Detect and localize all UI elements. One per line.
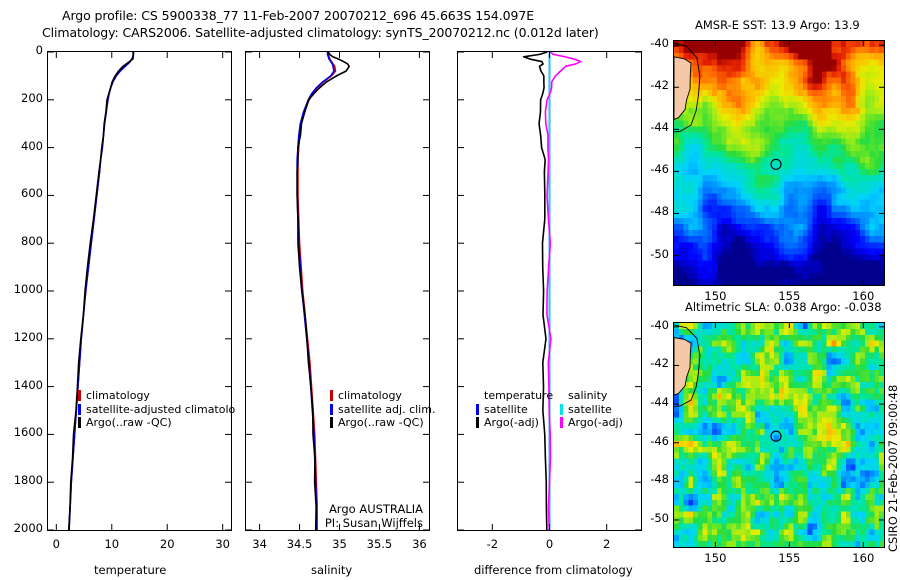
axis-tick-label: -46: [650, 433, 669, 448]
sla-map-panel: [673, 322, 885, 548]
axis-tick-label: -40: [650, 317, 669, 332]
axis-tick-label: -50: [650, 510, 669, 525]
axis-tick-label: -2: [486, 537, 499, 551]
legend-heading-row: salinity: [560, 389, 623, 403]
legend-item: satellite: [560, 403, 623, 417]
axis-tick-label: 30: [215, 537, 230, 551]
axis-tick-label: -42: [650, 356, 669, 371]
swatch-salinity-satellite: [560, 403, 563, 415]
legend-item: satellite: [476, 403, 553, 417]
axis-tick-label: -50: [650, 246, 669, 261]
xaxis-label-salinity: salinity: [311, 563, 353, 577]
legend-item: satellite-adjusted climatolo: [78, 403, 235, 417]
swatch-argo: [78, 417, 81, 429]
axis-tick-label: 1000: [13, 282, 43, 296]
axis-tick-label: 1400: [13, 377, 43, 392]
swatch-temperature-argo: [476, 417, 479, 429]
axis-tick-label: 0: [52, 537, 60, 551]
swatch-spacer: [476, 390, 479, 401]
credit-line2: PI: Susan Wijffels: [324, 515, 423, 530]
legend-label: Argo(-adj): [568, 416, 623, 429]
salinity-panel: [245, 51, 430, 531]
axis-tick-label: 150: [704, 289, 727, 303]
legend-difference-temperature: temperature satellite Argo(-adj): [476, 389, 553, 430]
legend-item: Argo(-adj): [476, 416, 553, 430]
axis-tick-label: -48: [650, 204, 669, 219]
axis-tick-label: 600: [21, 186, 43, 201]
axis-tick-label: 1600: [13, 425, 43, 440]
axis-tick-label: -44: [650, 120, 669, 135]
axis-tick-label: 160: [852, 551, 875, 565]
argo-credit: Argo AUSTRALIA PI: Susan Wijffels: [283, 502, 423, 530]
legend-salinity: climatology satellite adj. clim. Argo(..…: [330, 389, 435, 430]
legend-heading: temperature: [484, 389, 554, 402]
axis-tick-label: 35: [332, 537, 347, 551]
axis-tick-label: 35.5: [366, 537, 393, 551]
axis-tick-label: -40: [650, 36, 669, 51]
credit-line1: Argo AUSTRALIA: [328, 502, 423, 516]
axis-tick-label: -42: [650, 78, 669, 93]
axis-tick-label: 0: [545, 537, 554, 551]
difference-panel: [457, 51, 642, 531]
axis-tick-label: 0: [35, 43, 43, 57]
legend-item: Argo(-adj): [560, 416, 623, 430]
swatch-climatology: [78, 390, 81, 402]
legend-label: Argo(-adj): [484, 416, 539, 429]
legend-item: Argo(..raw -QC): [78, 416, 235, 430]
axis-tick-label: 36: [412, 537, 427, 551]
swatch-spacer: [560, 390, 563, 401]
legend-label: satellite: [484, 402, 528, 416]
axis-tick-label: 1800: [13, 473, 43, 488]
swatch-temperature-satellite: [476, 403, 479, 415]
swatch-salinity-argo: [560, 417, 563, 429]
axis-tick-label: 34.5: [286, 537, 313, 551]
axis-tick-label: 200: [21, 90, 43, 105]
axis-tick-label: 20: [159, 537, 175, 551]
legend-temperature: climatology satellite-adjusted climatolo…: [78, 389, 235, 430]
legend-item: Argo(..raw -QC): [330, 416, 435, 430]
legend-label: satellite: [568, 402, 612, 416]
map-title-sla: Altimetric SLA: 0.038 Argo: -0.038: [685, 300, 882, 314]
legend-label: satellite-adjusted climatolo: [86, 402, 236, 416]
swatch-satellite: [330, 403, 333, 415]
axis-tick-label: 2000: [13, 521, 43, 535]
axis-tick-label: 155: [778, 551, 801, 565]
legend-item: satellite adj. clim.: [330, 403, 435, 417]
chart-title-line2: Climatology: CARS2006. Satellite-adjuste…: [42, 25, 599, 40]
axis-tick-label: 1200: [13, 329, 43, 344]
axis-tick-label: 800: [21, 234, 43, 249]
xaxis-label-temperature: temperature: [94, 563, 167, 577]
axis-tick-label: 2: [603, 537, 611, 551]
legend-difference-salinity: salinity satellite Argo(-adj): [560, 389, 623, 430]
swatch-argo: [330, 417, 333, 429]
temperature-panel: [47, 51, 232, 531]
map-title-sst: AMSR-E SST: 13.9 Argo: 13.9: [695, 18, 860, 32]
legend-label: Argo(..raw -QC): [86, 416, 172, 429]
xaxis-label-difference: difference from climatology: [474, 563, 633, 577]
legend-label: climatology: [338, 389, 402, 402]
axis-tick-label: 160: [852, 289, 875, 303]
legend-label: climatology: [86, 389, 150, 402]
axis-tick-label: -46: [650, 162, 669, 177]
legend-item: climatology: [330, 389, 435, 403]
axis-tick-label: 10: [104, 537, 120, 551]
axis-tick-label: -44: [650, 395, 669, 410]
legend-heading: salinity: [568, 389, 608, 402]
axis-tick-label: 155: [778, 289, 801, 303]
axis-tick-label: -48: [650, 472, 669, 487]
axis-tick-label: 400: [21, 138, 43, 153]
legend-label: satellite adj. clim.: [338, 402, 436, 416]
chart-title-line1: Argo profile: CS 5900338_77 11-Feb-2007 …: [62, 8, 535, 23]
swatch-satellite: [78, 403, 81, 415]
legend-heading-row: temperature: [476, 389, 553, 403]
legend-item: climatology: [78, 389, 235, 403]
axis-tick-label: 34: [252, 537, 267, 551]
sst-map-panel: [673, 40, 885, 286]
legend-label: Argo(..raw -QC): [338, 416, 424, 429]
swatch-climatology: [330, 390, 333, 402]
csiro-timestamp: CSIRO 21-Feb-2007 09:00:48: [886, 384, 900, 552]
axis-tick-label: 150: [704, 551, 727, 565]
